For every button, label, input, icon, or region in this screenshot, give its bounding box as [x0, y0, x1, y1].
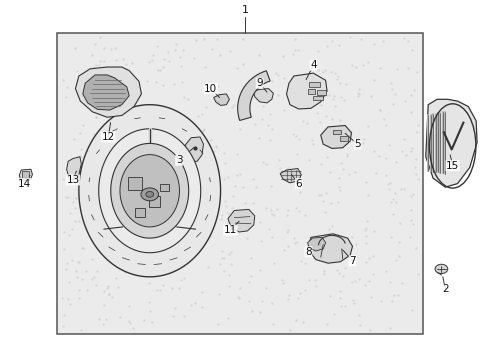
- Polygon shape: [287, 73, 327, 109]
- Text: 11: 11: [224, 225, 237, 235]
- Text: 5: 5: [354, 139, 361, 149]
- Polygon shape: [280, 168, 301, 183]
- Text: 3: 3: [176, 155, 182, 165]
- Bar: [333, 130, 341, 134]
- Bar: [318, 90, 326, 95]
- Text: 4: 4: [310, 60, 317, 70]
- Bar: [57, 33, 423, 334]
- Text: 8: 8: [305, 247, 312, 257]
- Polygon shape: [426, 99, 477, 187]
- Bar: [22, 171, 29, 178]
- Bar: [135, 208, 145, 217]
- Polygon shape: [228, 210, 255, 232]
- Bar: [160, 184, 169, 191]
- Polygon shape: [67, 157, 81, 180]
- Polygon shape: [238, 71, 270, 121]
- Polygon shape: [185, 137, 203, 161]
- Text: 6: 6: [295, 179, 302, 189]
- Polygon shape: [214, 94, 229, 105]
- Polygon shape: [79, 105, 220, 277]
- Text: 1: 1: [242, 5, 248, 15]
- Text: 2: 2: [442, 284, 449, 294]
- Text: 9: 9: [256, 78, 263, 88]
- Circle shape: [435, 264, 448, 274]
- Polygon shape: [120, 154, 179, 227]
- Circle shape: [141, 188, 159, 201]
- Text: 13: 13: [66, 175, 80, 185]
- Text: 10: 10: [204, 84, 218, 94]
- Polygon shape: [308, 237, 326, 251]
- Bar: [308, 89, 316, 94]
- Circle shape: [146, 192, 154, 197]
- Polygon shape: [75, 67, 142, 117]
- Text: 7: 7: [349, 256, 356, 266]
- Bar: [128, 177, 142, 190]
- Polygon shape: [321, 126, 351, 148]
- Text: 14: 14: [18, 179, 31, 189]
- Polygon shape: [254, 89, 273, 103]
- Text: 12: 12: [101, 132, 115, 142]
- Polygon shape: [83, 75, 129, 110]
- Polygon shape: [111, 143, 189, 238]
- Bar: [340, 136, 348, 140]
- Bar: [314, 96, 323, 100]
- Text: 15: 15: [446, 161, 459, 171]
- Bar: [149, 196, 160, 207]
- Polygon shape: [19, 169, 32, 181]
- Polygon shape: [308, 234, 352, 263]
- Polygon shape: [98, 129, 201, 253]
- Bar: [310, 82, 320, 87]
